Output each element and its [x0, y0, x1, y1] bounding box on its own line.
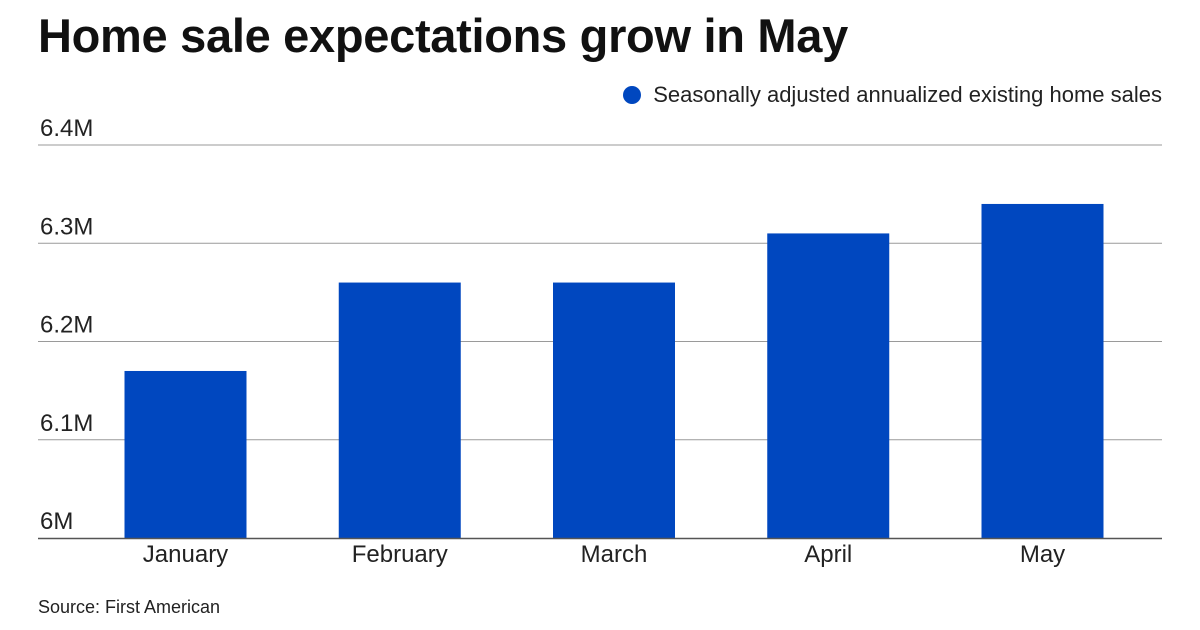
- x-tick-label: January: [143, 541, 228, 568]
- bar-may: [981, 203, 1104, 538]
- bar-march: [553, 282, 675, 538]
- y-tick-label: 6.2M: [40, 312, 93, 339]
- bar-february: [338, 282, 461, 538]
- chart-title: Home sale expectations grow in May: [38, 9, 848, 62]
- y-tick-label: 6.3M: [40, 213, 93, 240]
- y-axis-ticks: 6M 6.1M 6.2M 6.3M 6.4M: [40, 115, 93, 535]
- y-tick-label: 6M: [40, 508, 73, 535]
- y-tick-label: 6.1M: [40, 410, 93, 437]
- bar-january: [124, 370, 247, 538]
- y-tick-label: 6.4M: [40, 115, 93, 142]
- x-tick-label: April: [804, 541, 852, 568]
- source-note: Source: First American: [38, 597, 221, 617]
- bars: [124, 203, 1104, 539]
- legend-label: Seasonally adjusted annualized existing …: [653, 82, 1162, 107]
- legend: Seasonally adjusted annualized existing …: [623, 82, 1162, 108]
- bar-april: [767, 233, 890, 539]
- x-tick-label: May: [1020, 541, 1065, 568]
- x-tick-label: March: [581, 541, 648, 568]
- x-axis-ticks: January February March April May: [143, 541, 1065, 568]
- legend-swatch: [623, 86, 642, 104]
- x-tick-label: February: [352, 541, 448, 568]
